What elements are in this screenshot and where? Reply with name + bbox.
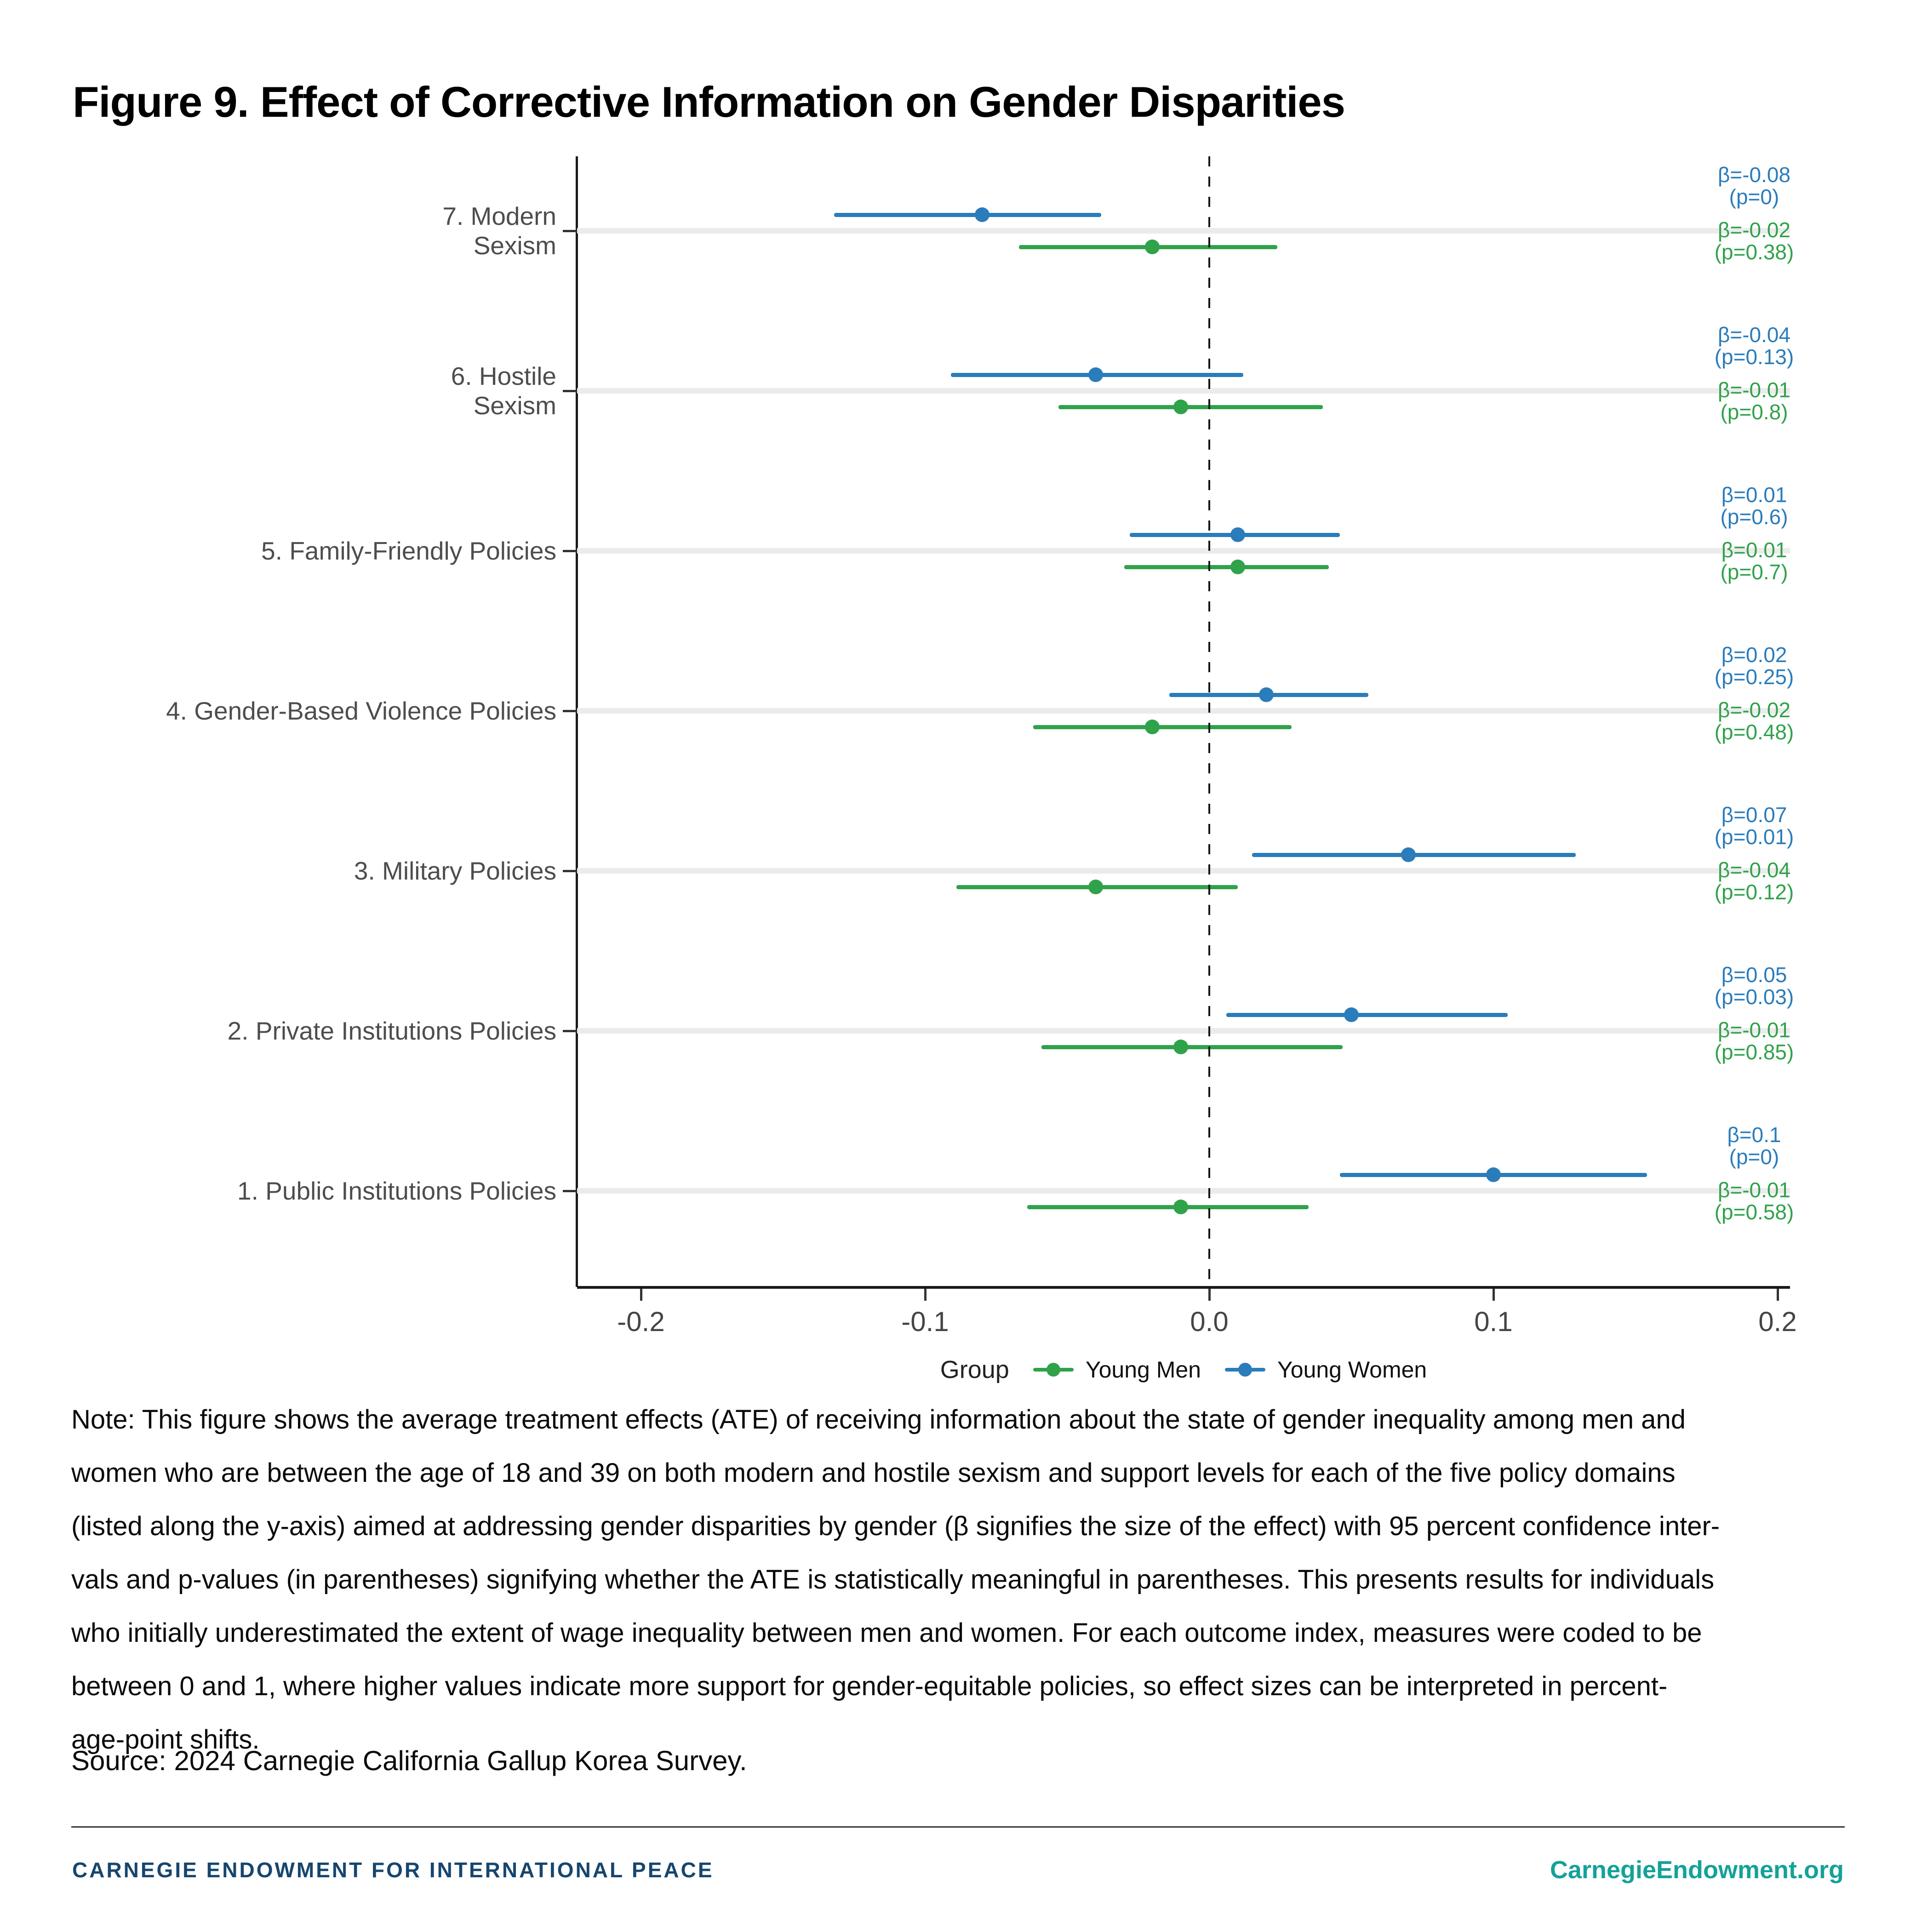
beta-annotation-young-women: β=-0.04 (p=0.13) (1714, 323, 1794, 369)
ci-line-young-men (1058, 405, 1323, 409)
category-label: 7. Modern Sexism (442, 202, 556, 260)
category-label: 5. Family-Friendly Policies (261, 537, 556, 565)
y-axis-tick (563, 870, 577, 872)
category-label: 2. Private Institutions Policies (227, 1017, 556, 1045)
beta-annotation-young-women: β=0.1 (p=0) (1727, 1123, 1781, 1169)
footer-org-name: CARNEGIE ENDOWMENT FOR INTERNATIONAL PEA… (72, 1858, 714, 1882)
beta-annotation-young-women: β=0.05 (p=0.03) (1714, 963, 1794, 1009)
ci-line-young-women (1226, 1013, 1508, 1017)
legend-item-young-men: Young Men (1033, 1356, 1201, 1383)
category-label: 3. Military Policies (354, 857, 556, 885)
category-gridline (577, 868, 1790, 874)
beta-annotation-young-women: β=-0.08 (p=0) (1717, 163, 1791, 209)
young-women-key-icon (1225, 1360, 1265, 1379)
y-axis-tick (563, 550, 577, 552)
x-tick-label: 0.1 (1474, 1306, 1513, 1337)
y-axis-tick (563, 710, 577, 712)
point-young-men (1173, 400, 1189, 414)
category-label: 4. Gender-Based Violence Policies (166, 697, 556, 725)
point-young-women (1258, 687, 1274, 702)
legend-item-young-women: Young Women (1225, 1356, 1427, 1383)
point-young-men (1173, 1040, 1189, 1054)
ci-line-young-men (1041, 1045, 1343, 1049)
y-axis-tick (563, 1190, 577, 1192)
y-axis-tick (563, 1030, 577, 1032)
x-axis-tick (1493, 1289, 1495, 1301)
chart-legend: Group Young Men Young Women (577, 1355, 1790, 1384)
category-gridline (577, 548, 1790, 554)
y-axis-tick (563, 390, 577, 392)
legend-label-young-women: Young Women (1277, 1357, 1427, 1383)
y-axis-line (576, 156, 578, 1287)
zero-reference-line (1208, 156, 1210, 1286)
beta-annotation-young-men: β=0.01 (p=0.7) (1720, 538, 1788, 584)
category-gridline (577, 388, 1790, 394)
ci-line-young-men (1033, 725, 1292, 729)
point-young-men (1145, 240, 1160, 254)
legend-title: Group (940, 1356, 1009, 1383)
point-young-men (1173, 1200, 1189, 1214)
x-tick-label: -0.1 (901, 1306, 949, 1337)
beta-annotation-young-women: β=0.07 (p=0.01) (1714, 803, 1794, 849)
beta-annotation-young-men: β=-0.01 (p=0.58) (1714, 1178, 1794, 1224)
x-tick-label: 0.0 (1190, 1306, 1229, 1337)
point-young-men (1230, 560, 1245, 574)
figure-title: Figure 9. Effect of Corrective Informati… (73, 78, 1345, 126)
category-label: 6. Hostile Sexism (451, 362, 556, 420)
point-young-women (974, 207, 989, 222)
x-axis-tick (1777, 1289, 1779, 1301)
point-young-women (1344, 1007, 1359, 1022)
young-men-key-icon (1033, 1360, 1074, 1379)
plot-panel: β=-0.08 (p=0) β=-0.02 (p=0.38) β=-0.04 (p=… (577, 156, 1794, 1286)
x-tick-label: -0.2 (617, 1306, 665, 1337)
x-tick-label: 0.2 (1758, 1306, 1797, 1337)
point-young-women (1401, 847, 1416, 862)
footer-website-link[interactable]: CarnegieEndowment.org (1550, 1856, 1844, 1884)
ci-line-young-men (1027, 1205, 1309, 1209)
x-axis-line (577, 1286, 1790, 1289)
beta-annotation-young-women: β=0.02 (p=0.25) (1714, 643, 1794, 689)
beta-annotation-young-men: β=-0.04 (p=0.12) (1714, 858, 1794, 904)
point-young-women (1088, 367, 1103, 382)
beta-annotation-young-men: β=-0.02 (p=0.48) (1714, 698, 1794, 744)
category-gridline (577, 1028, 1790, 1034)
ci-line-young-women (834, 213, 1102, 217)
point-young-men (1088, 880, 1103, 894)
point-young-women (1230, 527, 1245, 542)
legend-label-young-men: Young Men (1085, 1357, 1201, 1383)
beta-annotation-young-men: β=-0.01 (p=0.8) (1717, 378, 1791, 424)
point-young-men (1145, 720, 1160, 734)
footer-divider (71, 1826, 1845, 1828)
beta-annotation-young-men: β=-0.01 (p=0.85) (1714, 1018, 1794, 1064)
x-axis-tick (924, 1289, 927, 1301)
category-gridline (577, 1188, 1790, 1194)
y-axis-tick (563, 230, 577, 232)
beta-annotation-young-men: β=-0.02 (p=0.38) (1714, 218, 1794, 264)
figure-source: Source: 2024 Carnegie California Gallup … (71, 1745, 747, 1776)
beta-annotation-young-women: β=0.01 (p=0.6) (1720, 483, 1788, 529)
x-axis-tick (640, 1289, 642, 1301)
category-gridline (577, 228, 1790, 234)
figure-note: Note: This figure shows the average trea… (71, 1405, 1720, 1755)
category-label: 1. Public Institutions Policies (237, 1177, 556, 1205)
ci-line-young-men (1124, 565, 1329, 569)
x-axis-tick (1208, 1289, 1211, 1301)
category-gridline (577, 708, 1790, 714)
point-young-women (1486, 1167, 1501, 1182)
